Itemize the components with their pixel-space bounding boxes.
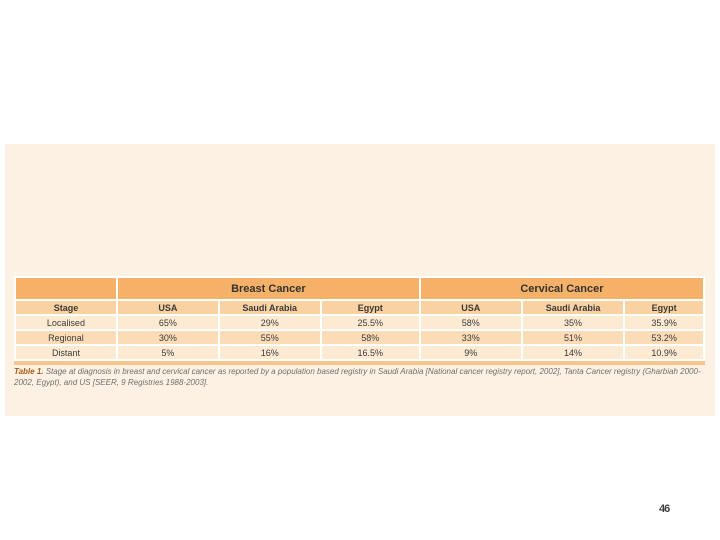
column-header-stage: Stage — [16, 301, 116, 314]
table-cell: 53.2% — [625, 331, 703, 344]
row-header-stage: Regional — [16, 331, 116, 344]
table-caption: Table 1. Stage at diagnosis in breast an… — [14, 366, 706, 388]
table-cell: 9% — [420, 346, 521, 359]
group-header-row: Breast Cancer Cervical Cancer — [16, 278, 703, 299]
table-cell: 33% — [420, 331, 521, 344]
table-row-regional: Regional 30% 55% 58% 33% 51% 53.2% — [16, 331, 703, 344]
table-cell: 58% — [420, 316, 521, 329]
table-cell: 35% — [522, 316, 624, 329]
group-header-cervical-cancer: Cervical Cancer — [420, 278, 703, 299]
table-caption-label: Table 1. — [14, 367, 44, 376]
column-header-row: Stage USA Saudi Arabia Egypt USA Saudi A… — [16, 301, 703, 314]
table-cell: 58% — [321, 331, 419, 344]
column-header-saudi-arabia-cervical: Saudi Arabia — [522, 301, 624, 314]
column-header-usa-breast: USA — [117, 301, 218, 314]
stage-diagnosis-table: Breast Cancer Cervical Cancer Stage USA … — [14, 276, 705, 361]
table-cell: 29% — [219, 316, 320, 329]
table-cell: 30% — [117, 331, 218, 344]
column-header-egypt-cervical: Egypt — [625, 301, 703, 314]
stage-diagnosis-table-container: Breast Cancer Cervical Cancer Stage USA … — [14, 276, 705, 365]
table-cell: 65% — [117, 316, 218, 329]
table-cell: 55% — [219, 331, 320, 344]
table-corner-cell — [16, 278, 116, 299]
column-header-saudi-arabia-breast: Saudi Arabia — [219, 301, 320, 314]
table-cell: 25.5% — [321, 316, 419, 329]
table-row-localised: Localised 65% 29% 25.5% 58% 35% 35.9% — [16, 316, 703, 329]
table-cell: 14% — [522, 346, 624, 359]
table-cell: 16% — [219, 346, 320, 359]
column-header-egypt-breast: Egypt — [321, 301, 419, 314]
row-header-stage: Distant — [16, 346, 116, 359]
table-cell: 10.9% — [625, 346, 703, 359]
table-cell: 5% — [117, 346, 218, 359]
row-header-stage: Localised — [16, 316, 116, 329]
table-bottom-accent-bar — [14, 361, 705, 365]
column-header-usa-cervical: USA — [420, 301, 521, 314]
table-cell: 35.9% — [625, 316, 703, 329]
table-cell: 16.5% — [321, 346, 419, 359]
table-caption-text: Stage at diagnosis in breast and cervica… — [14, 367, 701, 387]
table-row-distant: Distant 5% 16% 16.5% 9% 14% 10.9% — [16, 346, 703, 359]
group-header-breast-cancer: Breast Cancer — [117, 278, 419, 299]
page-number: 46 — [659, 503, 670, 515]
table-cell: 51% — [522, 331, 624, 344]
